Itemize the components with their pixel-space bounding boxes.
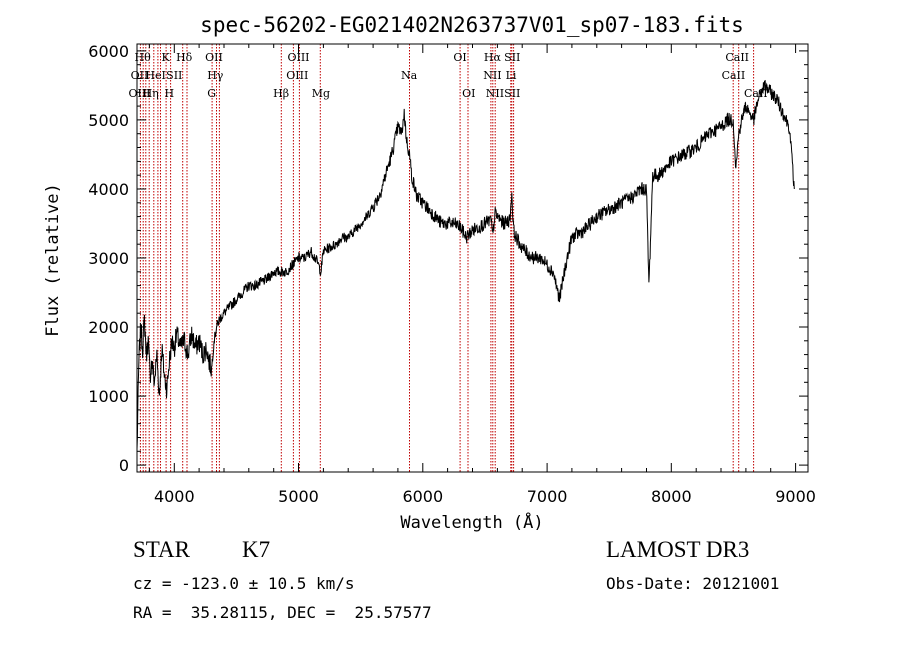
x-axis-ticks: 4000 5000 6000 7000 8000 9000: [148, 44, 816, 506]
y-tick-label: 3000: [88, 249, 129, 268]
line-label: CaII: [725, 51, 749, 64]
y-tick-label: 2000: [88, 318, 129, 337]
line-label: OIII: [287, 51, 309, 64]
line-label: K: [161, 51, 170, 64]
line-label: SII: [504, 87, 520, 100]
x-tick-label: 6000: [402, 487, 443, 506]
y-axis-label: Flux (relative): [43, 183, 63, 337]
line-label: NII: [486, 87, 504, 100]
line-label: Hγ: [207, 69, 224, 82]
line-label: Hθ: [134, 51, 151, 64]
y-axis-ticks: 0 1000 2000 3000 4000 5000 6000: [88, 42, 808, 475]
line-label: HeI: [145, 69, 165, 82]
observation-date: Obs-Date: 20121001: [606, 574, 780, 593]
x-tick-label: 4000: [154, 487, 195, 506]
y-tick-label: 5000: [88, 111, 129, 130]
chart-title: spec-56202-EG021402N263737V01_sp07-183.f…: [200, 13, 744, 37]
y-tick-label: 4000: [88, 180, 129, 199]
line-label: G: [207, 87, 216, 100]
y-tick-label: 0: [119, 456, 129, 475]
line-label: Hδ: [176, 51, 193, 64]
x-tick-label: 9000: [775, 487, 816, 506]
series-layer: [136, 79, 795, 450]
object-subclass: K7: [242, 537, 271, 562]
line-label: SII: [166, 69, 182, 82]
line-label: NII: [483, 69, 501, 82]
x-tick-label: 5000: [278, 487, 319, 506]
line-label: OIII: [286, 69, 308, 82]
line-label: Hβ: [273, 87, 289, 100]
line-label: OIII: [128, 87, 150, 100]
line-label: Mg: [312, 87, 330, 100]
line-label: CaII: [722, 69, 746, 82]
line-label: SII: [504, 51, 520, 64]
coordinates: RA = 35.28115, DEC = 25.57577: [133, 603, 432, 622]
spectrum-line: [136, 79, 795, 450]
y-tick-label: 6000: [88, 42, 129, 61]
object-class: STAR: [133, 537, 190, 562]
line-label: Na: [401, 69, 418, 82]
line-label: OI: [462, 87, 475, 100]
line-label: OI: [453, 51, 466, 64]
line-label: Hα: [484, 51, 502, 64]
redshift-velocity: cz = -123.0 ± 10.5 km/s: [133, 574, 355, 593]
survey-name: LAMOST DR3: [606, 537, 750, 562]
plot-frame: [136, 43, 809, 473]
line-label: Li: [506, 69, 517, 82]
x-tick-label: 7000: [527, 487, 568, 506]
y-tick-label: 1000: [88, 387, 129, 406]
line-label: OII: [205, 51, 223, 64]
x-axis-label: Wavelength (Å): [400, 511, 543, 533]
line-label: H: [165, 87, 175, 100]
x-tick-label: 8000: [651, 487, 692, 506]
line-label: OII: [131, 69, 149, 82]
emission-line-markers: [139, 44, 755, 472]
line-label: Hη: [143, 87, 159, 100]
